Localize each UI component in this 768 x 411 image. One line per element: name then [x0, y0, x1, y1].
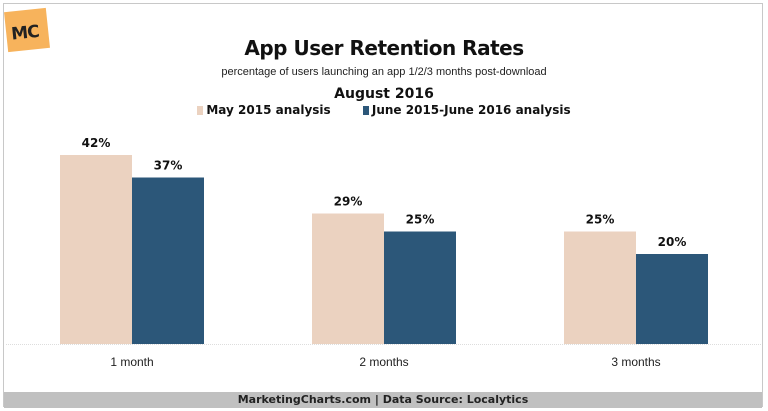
data-label: 37% — [154, 159, 183, 173]
footer-source: MarketingCharts.com | Data Source: Local… — [4, 392, 762, 408]
chart-date: August 2016 — [334, 86, 434, 102]
legend-label: June 2015-June 2016 analysis — [371, 103, 571, 117]
x-tick-label: 2 months — [359, 355, 408, 369]
data-label: 42% — [82, 136, 111, 150]
legend-swatch — [197, 105, 204, 115]
bar-june-2015-2016-3 — [636, 254, 708, 344]
bar-june-2015-2016-2 — [384, 231, 456, 344]
legend-item-may-2015: May 2015 analysis — [197, 103, 331, 117]
legend-item-june-2015-2016: June 2015-June 2016 analysis — [362, 103, 571, 117]
legend-label: May 2015 analysis — [206, 103, 331, 117]
bar-june-2015-2016-1 — [132, 177, 204, 344]
chart-title: App User Retention Rates — [244, 36, 524, 60]
legend: May 2015 analysis June 2015-June 2016 an… — [0, 103, 768, 118]
bar-may-2015-2 — [312, 213, 384, 344]
x-tick-label: 1 month — [110, 355, 153, 369]
data-label: 25% — [586, 213, 615, 227]
data-label: 29% — [334, 195, 363, 209]
x-tick-label: 3 months — [611, 355, 660, 369]
data-label: 20% — [658, 235, 687, 249]
bar-may-2015-1 — [60, 155, 132, 344]
chart-subtitle: percentage of users launching an app 1/2… — [221, 66, 547, 78]
legend-swatch — [362, 105, 369, 115]
bar-may-2015-3 — [564, 231, 636, 344]
data-label: 25% — [406, 213, 435, 227]
